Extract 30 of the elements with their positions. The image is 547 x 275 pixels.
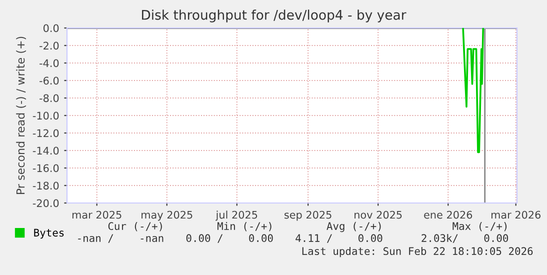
y-tick-label: -14.0 (32, 146, 59, 155)
y-tick-label: 0.0 (43, 24, 59, 32)
y-tick-label: -2.0 (40, 42, 59, 50)
text: Avg (-/+) (326, 222, 381, 232)
y-tick-label: -8.0 (40, 94, 59, 102)
x-tick-label: jul 2025 (216, 210, 258, 221)
y-tick-label: -18.0 (32, 182, 59, 190)
text: Max (-/+) (452, 222, 507, 232)
text: 4.11 / 0.00 (296, 234, 382, 243)
y-tick-label: -4.0 (40, 59, 59, 68)
x-tick-label: mar 2026 (491, 210, 541, 219)
x-tick-label: sep 2025 (284, 210, 332, 221)
chart-title: Disk throughput for /dev/loop4 - by year (142, 10, 406, 22)
text: -nan / -nan (78, 234, 164, 243)
x-tick-label: may 2025 (142, 210, 192, 221)
x-tick-label: ene 2026 (424, 210, 472, 219)
y-tick-label: -16.0 (32, 164, 59, 172)
y-axis-title: Pr second read (-) / write (+) (16, 36, 26, 194)
text: 0.00 / 0.00 (186, 234, 273, 243)
y-tick-label: -6.0 (40, 76, 59, 85)
x-tick-label: nov 2025 (354, 210, 402, 219)
y-tick-label: -10.0 (32, 112, 59, 120)
text: Min (-/+) (217, 222, 272, 232)
text: 2.03k/ 0.00 (422, 234, 508, 243)
text: Cur (-/+) (108, 222, 162, 232)
text: Last update: Sun Feb 22 18:10:05 2026 (302, 246, 533, 258)
y-tick-label: -12.0 (32, 129, 59, 138)
y-tick-label: -20.0 (32, 199, 59, 208)
legend-label: Bytes (34, 228, 64, 239)
x-tick-label: mar 2025 (72, 210, 122, 219)
